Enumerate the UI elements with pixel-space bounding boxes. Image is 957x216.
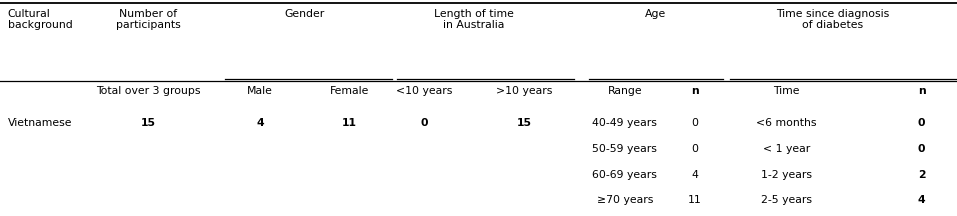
Text: 2-5 years: 2-5 years <box>761 195 812 205</box>
Text: 4: 4 <box>256 118 264 128</box>
Text: 15: 15 <box>517 118 532 128</box>
Text: Time: Time <box>773 86 800 96</box>
Text: 0: 0 <box>420 118 428 128</box>
Text: Cultural
background: Cultural background <box>8 9 73 30</box>
Text: 50-59 years: 50-59 years <box>592 144 657 154</box>
Text: 11: 11 <box>342 118 357 128</box>
Text: 0: 0 <box>918 118 925 128</box>
Text: Total over 3 groups: Total over 3 groups <box>96 86 201 96</box>
Text: 4: 4 <box>918 195 925 205</box>
Text: <10 years: <10 years <box>396 86 452 96</box>
Text: Vietnamese: Vietnamese <box>8 118 72 128</box>
Text: ≥70 years: ≥70 years <box>597 195 653 205</box>
Text: 4: 4 <box>691 170 699 179</box>
Text: Age: Age <box>645 9 666 19</box>
Text: n: n <box>691 86 699 96</box>
Text: 0: 0 <box>691 118 699 128</box>
Text: Length of time
in Australia: Length of time in Australia <box>434 9 514 30</box>
Text: Range: Range <box>608 86 642 96</box>
Text: 1-2 years: 1-2 years <box>761 170 812 179</box>
Text: 40-49 years: 40-49 years <box>592 118 657 128</box>
Text: >10 years: >10 years <box>497 86 552 96</box>
Text: < 1 year: < 1 year <box>763 144 811 154</box>
Text: <6 months: <6 months <box>756 118 817 128</box>
Text: Female: Female <box>329 86 369 96</box>
Text: 60-69 years: 60-69 years <box>592 170 657 179</box>
Text: 2: 2 <box>918 170 925 179</box>
Text: Gender: Gender <box>284 9 324 19</box>
Text: 0: 0 <box>918 144 925 154</box>
Text: n: n <box>918 86 925 96</box>
Text: 0: 0 <box>691 144 699 154</box>
Text: 15: 15 <box>141 118 156 128</box>
Text: Number of
participants: Number of participants <box>116 9 181 30</box>
Text: 11: 11 <box>688 195 701 205</box>
Text: Male: Male <box>247 86 274 96</box>
Text: Time since diagnosis
of diabetes: Time since diagnosis of diabetes <box>776 9 889 30</box>
